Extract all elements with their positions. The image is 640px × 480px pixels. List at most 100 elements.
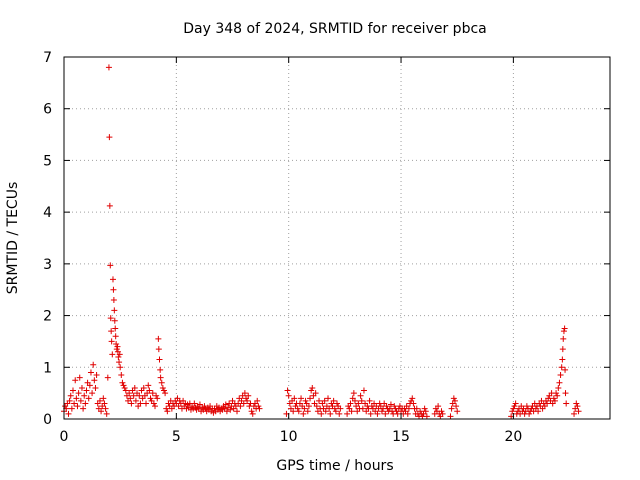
data-point [301, 405, 308, 412]
data-point [155, 335, 162, 342]
data-point [560, 328, 567, 335]
data-point [374, 410, 381, 417]
data-point [387, 401, 394, 408]
data-point [423, 413, 430, 420]
plot-frame [63, 56, 611, 420]
data-point [150, 400, 157, 407]
data-point [330, 397, 337, 404]
data-point [127, 395, 134, 402]
data-point [557, 372, 564, 379]
data-point [450, 395, 457, 402]
data-point [322, 408, 329, 415]
data-point [249, 410, 256, 417]
data-point [115, 353, 122, 360]
data-point [290, 408, 297, 415]
data-point [110, 297, 117, 304]
data-point [76, 374, 83, 381]
data-point [560, 335, 567, 342]
data-point [554, 392, 561, 399]
y-tick-label: 6 [43, 102, 52, 118]
data-point [321, 397, 328, 404]
x-tick-label: 0 [60, 429, 69, 445]
data-point [348, 408, 355, 415]
data-point [248, 408, 255, 415]
data-point [421, 405, 428, 412]
data-point [157, 374, 164, 381]
data-point [155, 346, 162, 353]
data-point [160, 387, 167, 394]
data-point [325, 395, 332, 402]
data-point [334, 400, 340, 407]
data-point [67, 392, 74, 399]
data-point [108, 328, 115, 335]
data-point [101, 400, 108, 407]
data-point [544, 400, 551, 407]
data-point [285, 392, 292, 399]
data-point [105, 64, 112, 71]
data-point [318, 410, 325, 417]
data-point [312, 390, 319, 397]
data-point [447, 413, 454, 420]
data-point [559, 356, 566, 363]
data-point [245, 392, 252, 399]
data-point [453, 403, 460, 410]
data-point [116, 351, 123, 358]
data-point [164, 408, 171, 415]
data-point [405, 405, 412, 412]
data-point [78, 384, 85, 391]
data-point [158, 379, 165, 386]
data-point [237, 403, 244, 410]
data-point [347, 400, 354, 407]
data-point [69, 387, 76, 394]
data-points [61, 64, 582, 420]
data-point [523, 403, 530, 410]
data-point [404, 410, 411, 417]
data-point [227, 406, 234, 413]
data-point [304, 408, 311, 415]
data-point [85, 395, 92, 402]
data-point [91, 377, 98, 384]
data-point [156, 356, 163, 363]
data-point [394, 410, 401, 417]
data-point [391, 403, 398, 410]
data-point [113, 341, 120, 348]
data-point [294, 405, 301, 412]
data-point [575, 408, 582, 415]
data-point [254, 397, 261, 404]
data-point [111, 307, 118, 314]
data-point [201, 403, 208, 410]
data-point [510, 405, 517, 412]
data-point [119, 379, 126, 386]
data-point [556, 379, 563, 386]
data-point [75, 390, 82, 397]
y-tick-label: 0 [43, 412, 52, 428]
data-point [313, 403, 320, 410]
data-point [145, 382, 152, 389]
data-point [448, 405, 455, 412]
data-point [350, 390, 357, 397]
data-point [256, 405, 263, 412]
data-point [337, 405, 344, 412]
data-point [336, 410, 343, 417]
data-point [512, 400, 519, 407]
data-point [307, 395, 314, 402]
data-point [359, 405, 366, 412]
data-point [121, 384, 128, 391]
data-point [77, 397, 84, 404]
data-point [162, 390, 169, 397]
data-point [378, 408, 385, 415]
data-point [137, 400, 144, 407]
data-point [65, 410, 72, 417]
data-point [126, 390, 133, 397]
data-point [120, 382, 127, 389]
data-point [98, 408, 105, 415]
data-point [366, 397, 373, 404]
grid [64, 57, 610, 419]
data-point [89, 390, 96, 397]
data-point [109, 276, 116, 283]
data-point [559, 346, 566, 353]
data-point [326, 405, 333, 412]
data-point [116, 359, 123, 366]
data-point [351, 397, 358, 404]
data-point [113, 346, 120, 353]
